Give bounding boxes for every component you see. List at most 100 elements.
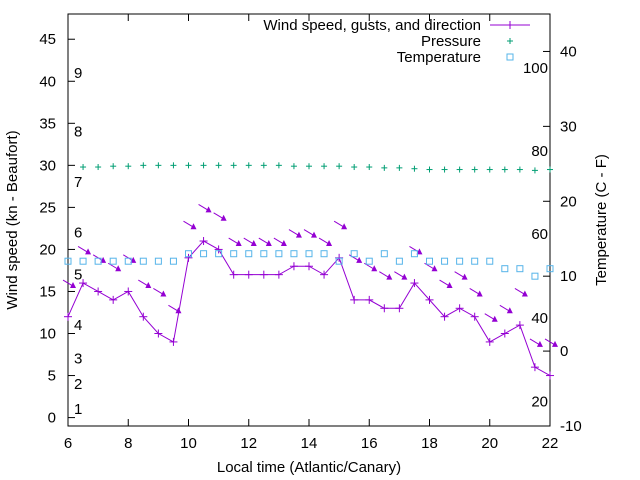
legend: Wind speed, gusts, and directionPressure…	[263, 17, 530, 66]
pressure-point	[441, 166, 448, 173]
temperature-point	[275, 250, 283, 258]
y2-tick-label: 40	[560, 43, 577, 60]
pressure-point	[260, 162, 267, 169]
gust-arrow	[454, 271, 468, 280]
gust-arrow	[62, 279, 76, 289]
gust-arrow	[499, 304, 513, 314]
plot-frame	[67, 13, 551, 427]
y-axis-label: Wind speed (kn - Beaufort)	[4, 130, 21, 309]
gust-arrow	[288, 229, 302, 238]
gust-arrow	[243, 237, 257, 247]
pressure-point	[531, 167, 538, 174]
pressure-point	[215, 162, 222, 169]
pressure-point	[80, 164, 87, 171]
pressure-point	[351, 164, 358, 171]
gust-arrow	[544, 338, 558, 347]
fahrenheit-label: 100	[523, 60, 548, 77]
gust-arrow	[138, 279, 152, 289]
temperature-point	[441, 257, 449, 265]
beaufort-label: 6	[74, 225, 82, 242]
legend-swatch-pressure	[507, 38, 513, 44]
y2-tick-label: 20	[560, 193, 577, 210]
wind-speed-point	[139, 312, 148, 321]
y-tick-label: 5	[48, 368, 56, 385]
wind-speed-point	[199, 237, 208, 246]
temperature-point	[109, 257, 117, 265]
temperature-point	[350, 250, 358, 258]
gust-arrow	[379, 271, 393, 280]
wind-speed-point	[124, 287, 133, 296]
gust-arrow	[333, 220, 348, 230]
y-tick-label: 25	[39, 199, 56, 216]
temperature-point	[290, 250, 298, 258]
wind-speed-point	[109, 295, 118, 304]
wind-speed-point	[395, 304, 404, 313]
y-tick-label: 20	[39, 241, 56, 258]
wind-speed-point	[425, 295, 434, 304]
wind-speed-point	[214, 245, 223, 254]
wind-speed-point	[79, 279, 88, 288]
pressure-point	[411, 165, 418, 172]
fahrenheit-label: 20	[531, 393, 548, 410]
temperature-point	[305, 250, 313, 258]
temperature-point	[79, 257, 87, 265]
pressure-point	[486, 166, 493, 173]
wind-speed-point	[244, 270, 253, 279]
temperature-point	[245, 250, 253, 258]
beaufort-label: 4	[74, 317, 82, 334]
y2-tick-label: -10	[560, 418, 582, 435]
pressure-point	[290, 163, 297, 170]
y2-tick-label: 0	[560, 343, 568, 360]
temperature-point	[395, 257, 403, 265]
pressure-point	[230, 162, 237, 169]
temperature-point	[380, 250, 388, 258]
temperature-point	[516, 265, 524, 273]
temperature-point	[501, 265, 509, 273]
x-tick-label: 18	[421, 435, 438, 452]
wind-speed-point	[485, 337, 494, 346]
pressure-point	[306, 163, 312, 170]
gust-arrow	[198, 203, 212, 213]
y-tick-label: 0	[48, 410, 56, 427]
y-tick-label: 40	[39, 73, 56, 90]
pressure-point	[456, 166, 463, 173]
beaufort-label: 5	[74, 267, 82, 284]
gust-arrow	[514, 288, 528, 297]
gust-arrow	[484, 313, 498, 322]
x-tick-label: 16	[361, 435, 378, 452]
legend-label-wind: Wind speed, gusts, and direction	[263, 17, 481, 34]
x-tick-label: 12	[240, 435, 257, 452]
temperature-point	[64, 257, 72, 265]
wind-speed-point	[530, 363, 539, 372]
legend-swatch-temperature	[506, 53, 514, 61]
wind-speed-point	[350, 295, 359, 304]
wind-speed-point	[440, 312, 449, 321]
x-tick-label: 22	[542, 435, 559, 452]
gust-arrow	[303, 229, 317, 238]
y2-tick-label: 10	[560, 268, 577, 285]
temperature-point	[546, 265, 554, 273]
temperature-point	[169, 257, 177, 265]
wind-speed-point	[470, 312, 479, 321]
gust-arrow	[213, 212, 227, 221]
wind-speed-point	[546, 371, 554, 380]
gust-arrow	[228, 237, 242, 247]
fahrenheit-label: 60	[531, 226, 548, 243]
pressure-point	[336, 163, 343, 170]
beaufort-label: 9	[74, 65, 82, 82]
wind-speed-point	[320, 270, 329, 279]
temperature-point	[426, 257, 433, 265]
wind-speed-point	[455, 304, 464, 313]
pressure-point	[200, 162, 207, 169]
legend-label-temperature: Temperature	[397, 49, 481, 66]
temperature-point	[456, 257, 464, 265]
beaufort-label: 8	[74, 124, 82, 141]
temperature-point	[486, 257, 494, 265]
pressure-point	[170, 162, 177, 169]
gust-arrow	[168, 304, 182, 314]
pressure-point	[155, 162, 162, 169]
temperature-point	[471, 257, 479, 265]
gust-arrow	[394, 271, 408, 280]
wind-speed-point	[410, 279, 419, 288]
x-axis-label: Local time (Atlantic/Canary)	[217, 459, 401, 476]
